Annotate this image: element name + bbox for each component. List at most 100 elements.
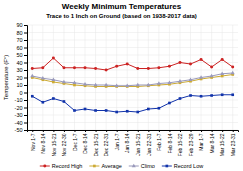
point: [146, 83, 150, 86]
point: [115, 111, 118, 114]
tick: Jan 15-21: [135, 130, 141, 156]
tick: Nov 22-30: [61, 130, 67, 157]
grid: [27, 25, 238, 130]
grid-line: [27, 122, 238, 123]
legend-swatch: [40, 166, 50, 167]
point: [125, 83, 129, 86]
tick-mark: [24, 40, 27, 41]
x-axis: Nov 1-7Nov 8-14Nov 15-21Nov 22-30Dec 1-7…: [28, 130, 239, 157]
tick-label: Nov 22-30: [61, 133, 67, 156]
tick: -30: [15, 112, 27, 118]
tick: Mar 23-31: [230, 130, 236, 156]
tick-label: 40: [16, 60, 22, 66]
series-line: [32, 95, 232, 112]
tick: Dec 8-14: [82, 130, 88, 154]
tick-mark: [85, 130, 86, 132]
tick-mark: [24, 55, 27, 56]
point: [136, 111, 139, 114]
tick: Dec 15-21: [93, 130, 99, 157]
tick-mark: [64, 130, 65, 132]
tick-label: Feb 1-7: [156, 133, 162, 150]
tick-label: Mar 23-31: [230, 133, 236, 156]
tick-mark: [222, 130, 223, 132]
point: [30, 74, 34, 77]
tick-mark: [24, 93, 27, 94]
tick-mark: [159, 130, 160, 132]
tick-label: -40: [15, 120, 23, 126]
tick: Nov 1-7: [30, 130, 36, 151]
point: [157, 66, 160, 69]
tick: Feb 15-22: [177, 130, 183, 156]
legend-marker: [93, 165, 96, 168]
legend-marker: [166, 165, 169, 168]
tick: Jan 1-7: [114, 130, 120, 150]
tick-label: 10: [16, 82, 22, 88]
grid-line: [148, 25, 149, 130]
legend-label: Record High: [52, 163, 83, 169]
point: [178, 61, 181, 64]
grid-line: [232, 25, 233, 130]
point: [31, 67, 34, 70]
grid-line: [63, 25, 64, 130]
tick-label: Jan 15-21: [135, 133, 141, 155]
axis-line: [24, 26, 28, 131]
point: [147, 67, 150, 70]
tick-label: Dec 22-31: [103, 133, 109, 156]
grid-line: [27, 55, 238, 56]
tick: Jan 8-14: [124, 130, 130, 153]
tick: Mar 1-7: [198, 130, 204, 151]
point: [84, 108, 87, 111]
chart: Weekly Minimum TemperaturesTrace to 1 In…: [0, 0, 243, 171]
point: [157, 81, 161, 84]
tick-label: Nov 8-14: [40, 133, 46, 154]
point: [105, 69, 108, 72]
tick-label: Jan 1-7: [114, 133, 120, 150]
tick-mark: [24, 123, 27, 124]
point: [52, 81, 55, 84]
tick-mark: [201, 130, 202, 132]
legend: Record HighAverageClimoRecord Low: [40, 163, 203, 169]
legend-item: Average: [89, 163, 121, 169]
tick-mark: [169, 130, 170, 132]
point: [94, 109, 97, 112]
grid-line: [32, 25, 33, 130]
tick: 10: [16, 82, 27, 88]
point: [126, 110, 129, 113]
tick-mark: [32, 130, 33, 132]
tick-label: Mar 8-14: [209, 133, 215, 153]
tick: 70: [16, 37, 27, 43]
point: [210, 94, 213, 97]
legend-swatch: [89, 166, 99, 167]
point: [199, 75, 203, 78]
tick-label: Nov 15-21: [51, 133, 57, 156]
tick: 30: [16, 67, 27, 73]
tick: 60: [16, 45, 27, 51]
grid-line: [211, 25, 212, 130]
point: [221, 58, 224, 61]
point: [210, 66, 213, 69]
tick-label: Jan 22-31: [146, 133, 152, 155]
tick-mark: [43, 130, 44, 132]
tick-mark: [106, 130, 107, 132]
tick: -40: [15, 120, 27, 126]
tick-mark: [24, 115, 27, 116]
series-line: [32, 58, 232, 70]
tick-mark: [117, 130, 118, 132]
point: [51, 77, 55, 80]
tick-mark: [24, 108, 27, 109]
tick-mark: [24, 85, 27, 86]
tick-mark: [96, 130, 97, 132]
legend-item: Record Low: [162, 163, 203, 169]
tick-mark: [24, 130, 27, 131]
tick-label: Dec 8-14: [82, 133, 88, 154]
axis-line: [28, 131, 239, 133]
grid-line: [158, 25, 159, 130]
plot: -50-40-30-20-100102030405060708090Nov 1-…: [15, 22, 239, 156]
title: Weekly Minimum Temperatures: [62, 2, 182, 11]
series-line: [32, 73, 232, 86]
tick: 50: [16, 52, 27, 58]
legend-marker: [132, 164, 136, 167]
tick-mark: [233, 130, 234, 132]
point: [41, 76, 45, 79]
tick-label: 80: [16, 30, 22, 36]
